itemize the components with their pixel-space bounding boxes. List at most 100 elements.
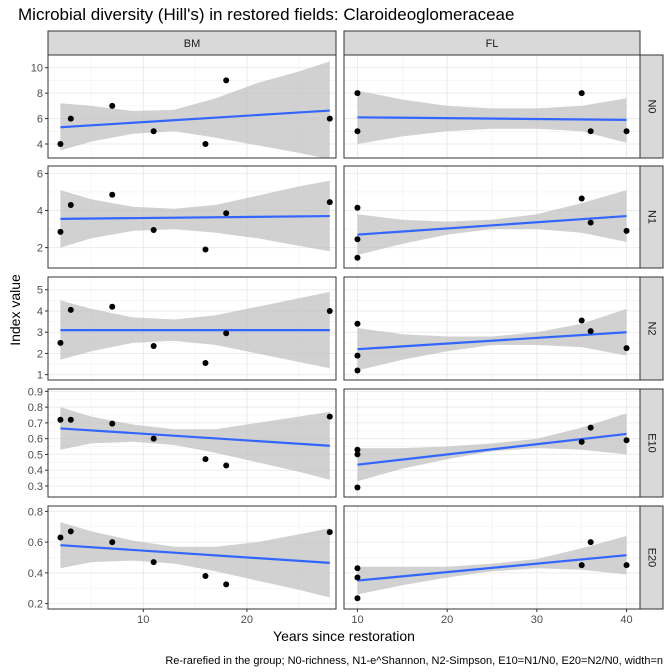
y-tick-label: 4 [37, 306, 43, 318]
data-point [109, 102, 116, 109]
data-point [578, 195, 585, 202]
panel-data [60, 180, 330, 252]
fit-line [357, 116, 627, 121]
data-point [354, 595, 361, 602]
row-strip-label-n0: N0 [646, 99, 658, 113]
facet-grid: BM FL N0 4 6 8 10 N1 2 4 6 N2 1 2 3 4 5 E10 0.3 0.4 0.5 0.6 0.… [28, 30, 664, 626]
row-strip-label-e10: E10 [646, 433, 658, 453]
y-tick-label: 0.2 [28, 599, 43, 611]
data-point [354, 565, 361, 572]
panel-bm-n1 [47, 165, 337, 269]
data-point [354, 574, 361, 581]
panel-border [343, 54, 641, 159]
data-point [202, 246, 209, 253]
data-point [587, 328, 594, 335]
gridlines [344, 506, 640, 609]
panel-data [60, 61, 330, 158]
data-point [623, 345, 630, 352]
data-point [150, 128, 157, 135]
row-strip-label-n1: N1 [646, 210, 658, 224]
x-axis-title: Years since restoration [273, 628, 415, 644]
data-point [57, 416, 64, 423]
data-point [57, 141, 64, 148]
data-point [354, 128, 361, 135]
panel-bm-e10 [47, 388, 337, 498]
data-point [578, 562, 585, 569]
data-point [67, 115, 74, 122]
fit-line [60, 109, 330, 129]
data-point [109, 303, 116, 310]
data-point [354, 446, 361, 453]
panel-data [357, 90, 627, 144]
panel-border [47, 505, 337, 610]
column-strip-fl [343, 30, 641, 56]
panel-border [47, 276, 337, 381]
data-point [326, 413, 333, 420]
data-point [223, 330, 230, 337]
data-point [354, 254, 361, 261]
data-point [587, 128, 594, 135]
panel-fl-n1 [343, 165, 641, 269]
data-point [57, 228, 64, 235]
panel-data [60, 522, 330, 598]
panel-fl-e10 [343, 388, 641, 498]
y-axis-title: Index value [7, 274, 23, 346]
y-tick-label: 0.5 [28, 449, 43, 461]
data-point [67, 306, 74, 313]
row-strip-label-e20: E20 [646, 548, 658, 568]
data-point [623, 128, 630, 135]
data-point [223, 210, 230, 217]
y-tick-label: 4 [37, 139, 43, 151]
data-point [57, 339, 64, 346]
data-point [354, 90, 361, 97]
panel-data [357, 308, 627, 371]
fit-line [357, 554, 627, 582]
data-point [109, 191, 116, 198]
data-point [587, 539, 594, 546]
data-point [354, 367, 361, 374]
y-tick-label: 0.4 [28, 465, 43, 477]
row-strip-label-n2: N2 [646, 321, 658, 335]
data-point [202, 456, 209, 463]
confidence-band [357, 90, 627, 144]
panel-border [343, 388, 641, 498]
x-tick-label: 20 [241, 614, 253, 626]
panel-data [357, 536, 627, 595]
data-point [326, 199, 333, 206]
y-tick-label: 1 [37, 370, 43, 382]
data-point [109, 420, 116, 427]
y-tick-label: 10 [31, 63, 43, 75]
confidence-band [357, 413, 627, 482]
fit-line [357, 214, 627, 236]
y-tick-label: 0.8 [28, 402, 43, 414]
data-point [354, 484, 361, 491]
data-point [150, 343, 157, 350]
panel-border [343, 505, 641, 610]
x-tick-label: 20 [441, 614, 453, 626]
confidence-band [60, 407, 330, 480]
y-tick-label: 5 [37, 285, 43, 297]
column-strip-label-fl: FL [486, 38, 499, 50]
data-point [150, 559, 157, 566]
fit-line [60, 214, 330, 220]
y-tick-label: 6 [37, 114, 43, 126]
data-point [223, 581, 230, 588]
data-point [67, 416, 74, 423]
panel-border [343, 276, 641, 381]
panel-fl-e20 [343, 505, 641, 610]
data-point [354, 352, 361, 359]
x-tick-label: 10 [137, 614, 149, 626]
confidence-band [60, 180, 330, 252]
panel-border [343, 165, 641, 269]
y-tick-label: 2 [37, 348, 43, 360]
data-point [202, 572, 209, 579]
panel-bm-n0 [47, 54, 337, 159]
data-point [578, 317, 585, 324]
y-tick-label: 3 [37, 327, 43, 339]
chart-title: Microbial diversity (Hill's) in restored… [18, 5, 514, 24]
data-point [150, 226, 157, 233]
data-point [223, 462, 230, 469]
panel-data [60, 407, 330, 480]
data-point [578, 90, 585, 97]
